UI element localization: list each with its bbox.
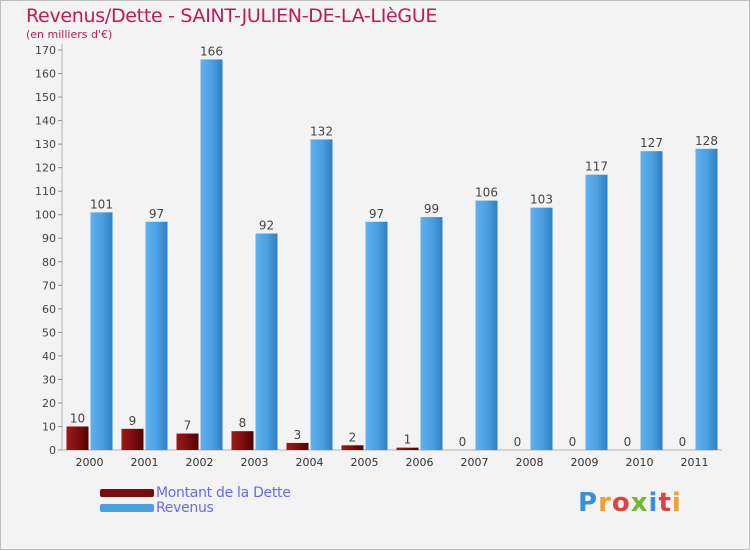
data-label-dette: 0 — [624, 435, 632, 449]
x-tick-label: 2001 — [131, 456, 159, 469]
y-tick-label: 170 — [35, 44, 56, 57]
x-tick-label: 2003 — [241, 456, 269, 469]
bar-revenus — [310, 139, 333, 451]
bar-revenus — [145, 221, 168, 450]
y-tick-label: 50 — [42, 326, 56, 339]
bar-revenus — [255, 233, 278, 450]
y-tick-label: 20 — [42, 397, 56, 410]
data-label-dette: 8 — [239, 416, 247, 430]
data-label-dette: 0 — [679, 435, 687, 449]
chart-subtitle: (en milliers d'€) — [26, 28, 113, 41]
data-label-revenus: 97 — [369, 207, 384, 221]
data-label-dette: 1 — [404, 433, 412, 447]
data-label-dette: 9 — [129, 414, 137, 428]
data-label-revenus: 97 — [149, 207, 164, 221]
x-tick-label: 2006 — [406, 456, 434, 469]
legend-swatch-revenus — [100, 504, 154, 512]
y-tick-label: 30 — [42, 373, 56, 386]
bar-dette — [396, 447, 419, 450]
data-label-revenus: 99 — [424, 202, 439, 216]
y-tick-label: 60 — [42, 303, 56, 316]
x-tick-label: 2010 — [626, 456, 654, 469]
data-label-dette: 2 — [349, 430, 357, 444]
y-tick-label: 130 — [35, 138, 56, 151]
y-tick-label: 10 — [42, 420, 56, 433]
data-label-dette: 0 — [569, 435, 577, 449]
y-tick-label: 70 — [42, 279, 56, 292]
data-label-revenus: 166 — [200, 44, 223, 58]
data-label-dette: 7 — [184, 419, 192, 433]
data-label-revenus: 92 — [259, 219, 274, 233]
bar-revenus — [200, 59, 223, 450]
y-tick-label: 110 — [35, 185, 56, 198]
data-label-revenus: 117 — [585, 160, 608, 174]
logo-letter: i — [648, 488, 659, 518]
bar-dette — [121, 428, 144, 450]
bar-revenus — [640, 151, 663, 451]
logo-letter: t — [658, 488, 672, 518]
data-label-revenus: 128 — [695, 134, 718, 148]
data-label-revenus: 127 — [640, 136, 663, 150]
logo-letter: i — [671, 488, 682, 518]
bar-revenus — [365, 221, 388, 450]
data-label-revenus: 106 — [475, 186, 498, 200]
y-tick-label: 40 — [42, 350, 56, 363]
x-tick-label: 2007 — [461, 456, 489, 469]
legend-label-dette: Montant de la Dette — [156, 485, 291, 501]
y-tick-label: 0 — [49, 444, 56, 457]
y-tick-label: 100 — [35, 209, 56, 222]
bar-revenus — [695, 148, 718, 450]
bar-dette — [341, 445, 364, 450]
logo-letter: r — [598, 488, 612, 518]
bar-dette — [286, 442, 309, 450]
bar-dette — [176, 433, 199, 450]
proxiti-logo: Proxiti — [578, 488, 682, 518]
logo-letter: x — [630, 488, 649, 518]
bar-dette — [231, 431, 254, 450]
data-label-dette: 0 — [459, 435, 467, 449]
bar-revenus — [420, 217, 443, 450]
y-tick-label: 160 — [35, 68, 56, 81]
legend-swatch-dette — [100, 489, 154, 497]
x-tick-label: 2008 — [516, 456, 544, 469]
x-tick-label: 2002 — [186, 456, 214, 469]
logo-letter: o — [611, 488, 631, 518]
y-tick-label: 140 — [35, 115, 56, 128]
x-tick-label: 2004 — [296, 456, 324, 469]
chart-title: Revenus/Dette - SAINT-JULIEN-DE-LA-LIèGU… — [26, 5, 438, 27]
data-label-revenus: 103 — [530, 193, 553, 207]
bar-revenus — [475, 200, 498, 450]
x-tick-label: 2000 — [76, 456, 104, 469]
bar-dette — [66, 426, 89, 450]
x-tick-label: 2009 — [571, 456, 599, 469]
data-label-dette: 0 — [514, 435, 522, 449]
x-tick-label: 2011 — [681, 456, 709, 469]
bar-revenus — [585, 174, 608, 451]
data-label-dette: 3 — [294, 428, 302, 442]
y-tick-label: 80 — [42, 256, 56, 269]
y-tick-label: 90 — [42, 232, 56, 245]
data-label-revenus: 101 — [90, 197, 113, 211]
logo-letter: P — [578, 488, 599, 518]
y-tick-label: 120 — [35, 162, 56, 175]
bar-revenus — [90, 212, 113, 450]
x-tick-label: 2005 — [351, 456, 379, 469]
data-label-revenus: 132 — [310, 124, 333, 138]
legend-label-revenus: Revenus — [156, 500, 214, 516]
y-tick-label: 150 — [35, 91, 56, 104]
bar-revenus — [530, 207, 553, 450]
data-label-dette: 10 — [70, 411, 85, 425]
